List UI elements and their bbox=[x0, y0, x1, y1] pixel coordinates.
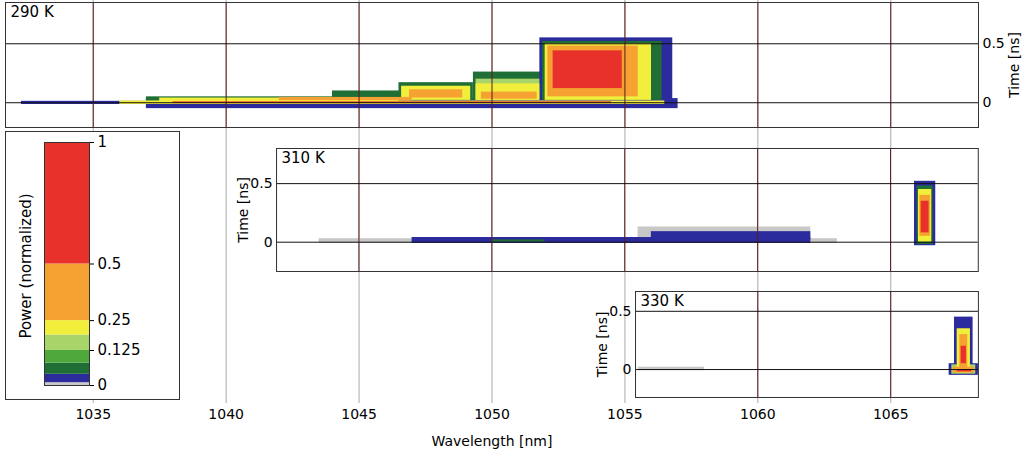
svg-text:Wavelength [nm]: Wavelength [nm] bbox=[432, 433, 553, 449]
svg-text:0.5: 0.5 bbox=[98, 255, 122, 273]
svg-text:1035: 1035 bbox=[75, 406, 111, 422]
svg-text:0: 0 bbox=[983, 94, 992, 110]
svg-text:1040: 1040 bbox=[208, 406, 244, 422]
svg-text:1055: 1055 bbox=[607, 406, 643, 422]
svg-text:0.125: 0.125 bbox=[98, 341, 141, 359]
svg-text:1050: 1050 bbox=[474, 406, 510, 422]
svg-text:1: 1 bbox=[98, 133, 108, 151]
svg-text:Time [ns]: Time [ns] bbox=[595, 312, 611, 379]
svg-text:290 K: 290 K bbox=[11, 3, 55, 21]
svg-text:310 K: 310 K bbox=[282, 149, 326, 167]
svg-text:1045: 1045 bbox=[341, 406, 377, 422]
svg-text:0.5: 0.5 bbox=[609, 303, 631, 319]
svg-text:0.5: 0.5 bbox=[983, 35, 1005, 51]
svg-text:330 K: 330 K bbox=[641, 292, 685, 310]
svg-text:1065: 1065 bbox=[873, 406, 909, 422]
svg-text:0: 0 bbox=[98, 376, 108, 394]
svg-text:Time [ns]: Time [ns] bbox=[1006, 32, 1022, 99]
svg-text:Time [ns]: Time [ns] bbox=[236, 177, 252, 244]
svg-text:0: 0 bbox=[623, 361, 632, 377]
svg-text:0.5: 0.5 bbox=[250, 175, 272, 191]
svg-text:1060: 1060 bbox=[740, 406, 776, 422]
svg-text:0: 0 bbox=[264, 234, 273, 250]
svg-text:0.25: 0.25 bbox=[98, 311, 131, 329]
html-text:Power (normalized): Power (normalized) bbox=[17, 192, 35, 339]
